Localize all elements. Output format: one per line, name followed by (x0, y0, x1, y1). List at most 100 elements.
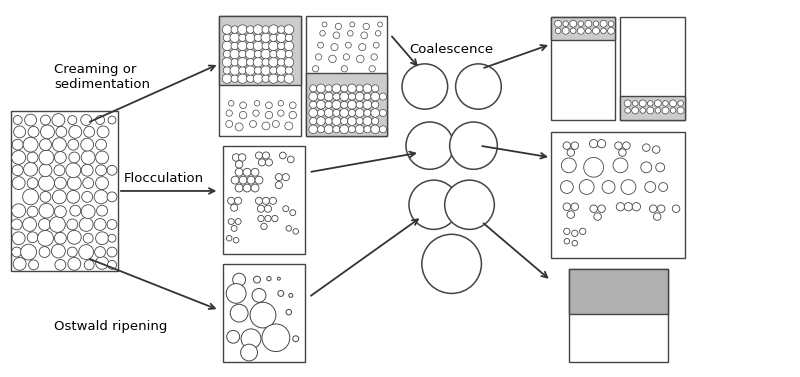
Circle shape (84, 126, 94, 137)
Circle shape (254, 25, 262, 34)
Circle shape (614, 142, 622, 149)
Circle shape (67, 247, 78, 257)
Circle shape (55, 259, 66, 270)
Circle shape (254, 101, 260, 106)
Circle shape (94, 219, 106, 230)
Circle shape (355, 92, 364, 101)
Circle shape (23, 137, 38, 152)
Circle shape (348, 109, 355, 116)
Circle shape (318, 126, 325, 133)
Circle shape (287, 156, 294, 163)
Circle shape (289, 293, 293, 297)
Circle shape (563, 142, 570, 149)
Circle shape (590, 139, 598, 148)
Circle shape (83, 233, 93, 243)
Circle shape (554, 20, 562, 27)
Circle shape (594, 213, 602, 220)
Circle shape (567, 149, 574, 156)
Circle shape (290, 102, 296, 109)
Circle shape (571, 203, 578, 210)
Circle shape (246, 66, 255, 75)
Circle shape (333, 126, 340, 133)
Circle shape (371, 101, 378, 108)
Circle shape (24, 162, 38, 176)
Circle shape (625, 108, 630, 113)
Circle shape (325, 85, 332, 92)
Circle shape (107, 261, 117, 269)
Circle shape (269, 58, 278, 67)
Bar (306, 15, 387, 136)
Circle shape (12, 232, 25, 245)
Circle shape (335, 23, 342, 29)
Circle shape (340, 125, 349, 133)
Circle shape (233, 273, 246, 286)
Circle shape (275, 181, 282, 188)
Bar (306, 73, 387, 136)
Circle shape (262, 42, 270, 50)
Circle shape (341, 85, 348, 92)
Circle shape (252, 288, 266, 302)
Circle shape (78, 245, 94, 259)
Circle shape (278, 42, 285, 50)
Circle shape (238, 74, 247, 83)
Circle shape (247, 176, 255, 184)
Circle shape (286, 310, 291, 315)
Circle shape (270, 34, 278, 41)
Circle shape (322, 22, 327, 27)
Circle shape (262, 58, 270, 66)
Circle shape (96, 232, 109, 245)
Text: Creaming or
sedimentation: Creaming or sedimentation (54, 63, 150, 91)
Circle shape (270, 50, 278, 58)
Circle shape (264, 205, 271, 212)
Circle shape (69, 126, 82, 138)
Circle shape (22, 189, 38, 205)
Circle shape (283, 206, 289, 211)
Circle shape (251, 168, 259, 176)
Circle shape (279, 152, 286, 159)
Circle shape (246, 33, 255, 43)
Circle shape (333, 32, 340, 38)
Circle shape (593, 28, 599, 34)
Circle shape (96, 256, 109, 269)
Circle shape (54, 206, 66, 218)
Circle shape (642, 144, 650, 151)
Circle shape (222, 41, 232, 51)
Circle shape (108, 116, 116, 124)
Circle shape (318, 109, 325, 116)
Circle shape (254, 67, 262, 74)
Circle shape (456, 64, 502, 109)
Circle shape (672, 205, 680, 213)
Circle shape (346, 42, 351, 48)
Circle shape (230, 204, 238, 211)
Circle shape (12, 165, 23, 176)
Circle shape (266, 159, 273, 166)
Circle shape (27, 152, 38, 163)
Circle shape (379, 93, 386, 100)
Circle shape (578, 28, 584, 34)
Circle shape (240, 102, 246, 109)
Circle shape (641, 162, 652, 173)
Circle shape (450, 122, 498, 169)
Circle shape (223, 34, 230, 41)
Circle shape (108, 234, 116, 242)
Circle shape (39, 164, 52, 177)
Circle shape (255, 197, 262, 204)
Circle shape (371, 118, 378, 125)
Circle shape (82, 164, 93, 176)
Circle shape (563, 21, 569, 26)
Circle shape (238, 50, 246, 58)
Circle shape (601, 28, 606, 34)
Bar (551, 17, 615, 40)
Bar (10, 111, 118, 271)
Circle shape (371, 109, 379, 117)
Circle shape (250, 121, 257, 127)
Circle shape (52, 113, 65, 126)
Circle shape (56, 126, 67, 137)
Circle shape (602, 181, 615, 193)
Circle shape (29, 260, 38, 270)
Circle shape (82, 205, 95, 219)
Circle shape (97, 205, 107, 216)
Circle shape (563, 203, 570, 210)
Circle shape (579, 179, 594, 195)
Circle shape (51, 244, 66, 258)
